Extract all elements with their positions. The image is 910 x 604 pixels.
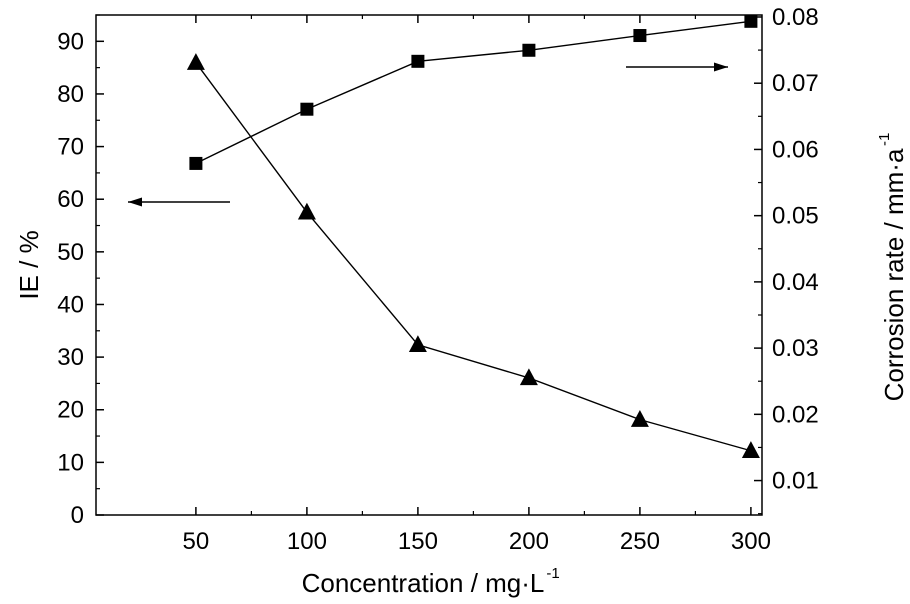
chart-axes	[95, 14, 763, 516]
series-line-ie	[195, 20, 751, 165]
plot-frame	[95, 14, 763, 516]
arrow-left-axis-head	[128, 197, 142, 207]
y-right-tick-label: 0.05	[772, 203, 819, 230]
y-right-tick-label: 0.06	[772, 136, 819, 163]
y-left-tick-label: 50	[57, 239, 84, 266]
corrosion-rate-point	[630, 410, 649, 427]
ie-point	[189, 156, 203, 170]
y-left-tick-label: 0	[71, 502, 84, 529]
y-left-tick-label: 30	[57, 344, 84, 371]
y-left-axis-title: IE / %	[14, 230, 44, 299]
y-left-tick-label: 10	[57, 449, 84, 476]
y-left-tick-label: 70	[57, 134, 84, 161]
y-right-axis-title: Corrosion rate / mm·a	[879, 148, 909, 401]
x-axis-title-superscript: -1	[546, 565, 559, 582]
y-left-tick-label: 60	[57, 186, 84, 213]
y-right-tick-label: 0.07	[772, 70, 819, 97]
x-tick-label: 200	[509, 528, 549, 555]
y-right-axis-title-group: Corrosion rate / mm·a -1	[876, 133, 909, 402]
chart-labels: 50 100 150 200 250 300 0 10 20 30 40 50 60 70 80 90 0.01…	[14, 4, 909, 598]
ie-point	[744, 14, 758, 28]
y-left-tick-label: 20	[57, 397, 84, 424]
x-tick-label: 100	[287, 528, 327, 555]
axis-arrows	[128, 62, 728, 207]
ie-point	[411, 54, 425, 68]
y-right-tick-label: 0.04	[772, 269, 819, 296]
y-right-tick-label: 0.01	[772, 468, 819, 495]
y-right-tick-label: 0.08	[772, 4, 819, 31]
ie-point	[633, 29, 647, 43]
x-tick-label: 150	[398, 528, 438, 555]
x-tick-label: 50	[183, 528, 210, 555]
ie-point	[300, 102, 314, 116]
corrosion-rate-point	[741, 441, 760, 458]
corrosion-rate-point	[408, 335, 427, 353]
y-right-axis-title-superscript: -1	[876, 133, 893, 146]
corrosion-rate-point	[519, 368, 538, 386]
arrow-right-axis	[626, 62, 728, 72]
y-left-tick-label: 90	[57, 28, 84, 55]
ie-point	[522, 43, 536, 57]
y-left-tick-label: 40	[57, 291, 84, 318]
series-line-corrosion-rate	[195, 62, 752, 452]
y-right-tick-label: 0.03	[772, 335, 819, 362]
x-tick-label: 250	[620, 528, 660, 555]
corrosion-rate-point	[297, 202, 316, 220]
chart-series	[186, 14, 760, 458]
x-tick-label: 300	[731, 528, 771, 555]
y-left-tick-label: 80	[57, 81, 84, 108]
x-axis-title: Concentration / mg·L	[302, 568, 545, 598]
y-right-tick-label: 0.02	[772, 401, 819, 428]
arrow-right-axis-head	[714, 62, 728, 72]
corrosion-rate-point	[186, 53, 205, 70]
arrow-left-axis	[128, 197, 230, 207]
